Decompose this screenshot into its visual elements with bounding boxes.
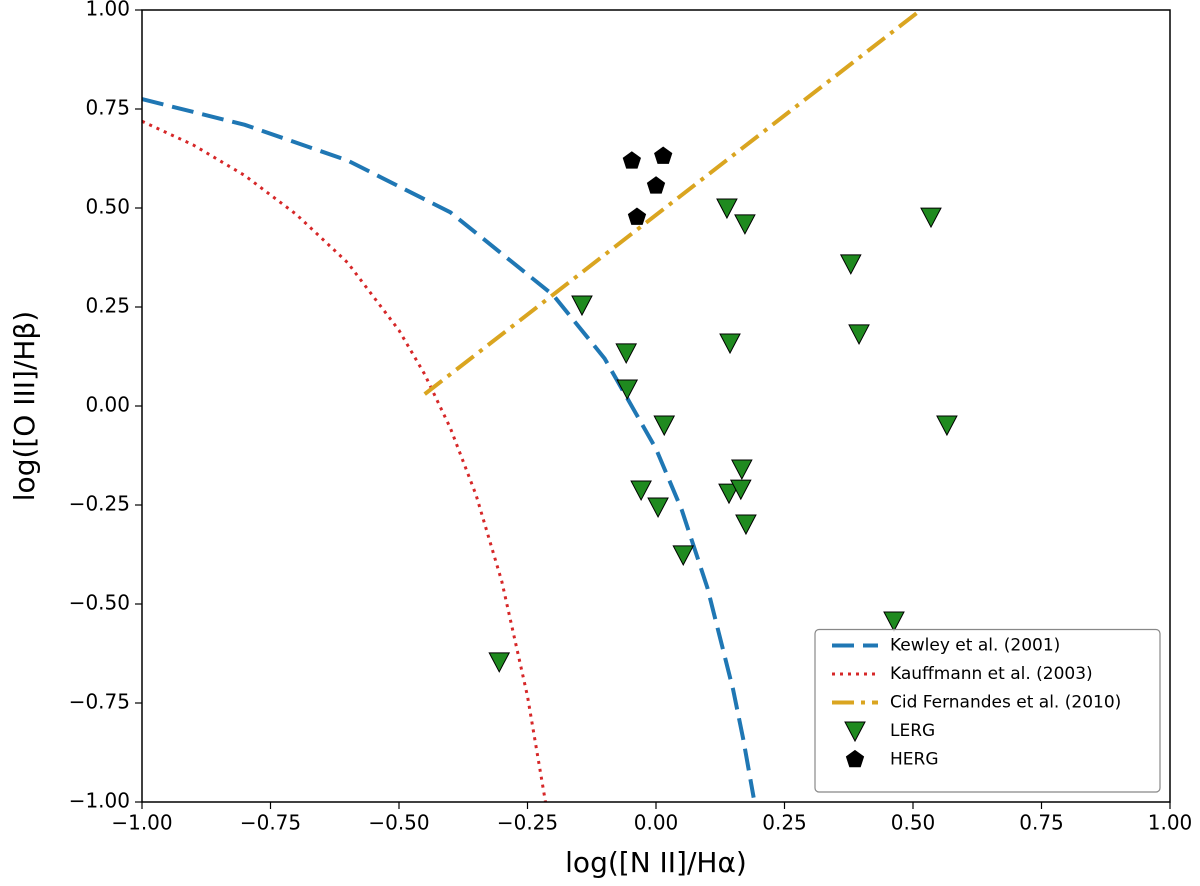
legend-label: LERG [890, 721, 935, 741]
point [616, 379, 639, 401]
y-tick-label: 1.00 [85, 0, 130, 21]
point [647, 497, 669, 519]
point [622, 151, 641, 169]
legend-marker [845, 749, 865, 768]
legend-box [814, 628, 1161, 793]
point [716, 198, 738, 220]
x-tick-label: 0.75 [1019, 811, 1064, 835]
point [936, 415, 958, 437]
y-tick-label: 0.50 [85, 195, 130, 219]
legend-label: HERG [890, 750, 939, 770]
x-tick-label: −1.00 [111, 811, 172, 835]
point [718, 483, 740, 505]
y-tick-label: 0.25 [85, 294, 130, 318]
point [734, 214, 756, 235]
x-tick-label: 0.25 [762, 811, 807, 835]
legend-label: Cid Fernandes et al. (2010) [890, 693, 1121, 713]
point [672, 545, 695, 566]
y-tick-label: −0.25 [69, 492, 130, 516]
point [719, 333, 741, 355]
y-tick-label: 0.75 [85, 96, 130, 120]
point [653, 415, 676, 437]
axes: −1.00 −0.75 −0.50 −0.25 0.00 0.25 0.50 0.75 1.00… [69, 0, 1193, 835]
legend-marker [844, 721, 866, 743]
x-tick-label: −0.75 [240, 811, 301, 835]
y-tick-label: −0.50 [69, 591, 130, 615]
point [646, 176, 666, 194]
point [729, 479, 752, 501]
curve [423, 10, 922, 396]
point [615, 343, 638, 365]
point [735, 514, 757, 536]
point [920, 207, 942, 229]
point [627, 207, 647, 225]
point [731, 459, 753, 481]
x-tick-label: 0.00 [634, 811, 679, 835]
curve [142, 97, 756, 798]
point [848, 324, 870, 346]
point [883, 611, 905, 633]
point [630, 480, 652, 502]
point [654, 146, 673, 164]
y-tick-label: −0.75 [69, 690, 130, 714]
legend-label: Kewley et al. (2001) [890, 636, 1060, 656]
y-tick-label: −1.00 [69, 789, 130, 813]
legend-label: Kauffmann et al. (2003) [890, 664, 1093, 684]
x-tick-label: −0.25 [497, 811, 558, 835]
curve [142, 119, 547, 802]
point [839, 254, 862, 275]
plot-area [142, 10, 958, 802]
y-tick-label: 0.00 [85, 393, 130, 417]
legend: Kewley et al. (2001) Kauffmann et al. (20… [814, 628, 1161, 793]
point [571, 295, 593, 317]
y-axis-label: log([O III]/Hβ) [8, 311, 41, 501]
x-tick-label: −0.50 [368, 811, 429, 835]
x-tick-label: 0.50 [891, 811, 936, 835]
point [488, 652, 511, 673]
x-tick-label: 1.00 [1148, 811, 1193, 835]
x-axis-label: log([N II]/Hα) [565, 846, 747, 879]
